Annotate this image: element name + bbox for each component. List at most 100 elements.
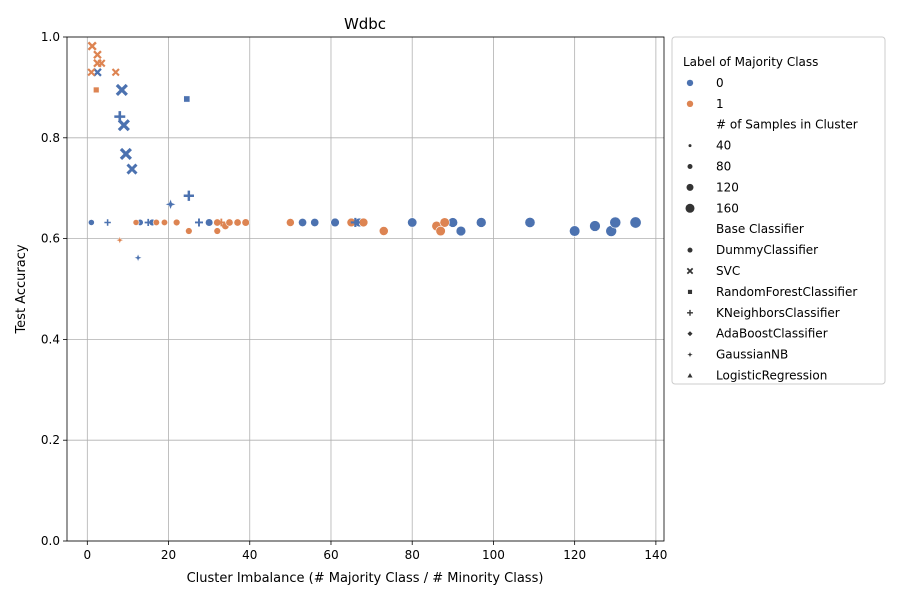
legend: Label of Majority Class 0 1 # of Samples in… <box>671 36 886 385</box>
legend-style-label: GaussianNB <box>716 348 788 362</box>
x-axis-label: Cluster Imbalance (# Majority Class / # … <box>187 571 544 586</box>
data-point <box>310 218 320 227</box>
legend-style-marker <box>686 267 694 275</box>
data-point <box>93 50 102 59</box>
data-points <box>87 41 642 263</box>
data-point <box>213 227 221 235</box>
y-tick-label: 0.2 <box>41 433 60 447</box>
y-axis-ticks: 0.0 0.2 0.4 0.6 0.8 1.0 <box>41 30 67 548</box>
data-point <box>183 190 194 201</box>
data-point <box>350 217 360 228</box>
data-point <box>185 227 193 235</box>
x-tick-label: 100 <box>482 548 505 562</box>
y-axis-label: Test Accuracy <box>14 244 29 334</box>
data-point <box>475 217 487 228</box>
data-point <box>87 219 95 226</box>
data-point <box>115 235 124 245</box>
x-tick-label: 120 <box>563 548 586 562</box>
y-tick-label: 0.8 <box>41 131 60 145</box>
legend-style-label: RandomForestClassifier <box>716 285 857 299</box>
data-point <box>119 147 132 161</box>
data-point <box>114 111 126 123</box>
y-tick-label: 0.4 <box>41 332 60 346</box>
grid-lines <box>67 36 664 542</box>
legend-size-marker <box>685 203 695 213</box>
legend-size-label: 80 <box>716 160 731 174</box>
data-point <box>93 86 100 94</box>
data-point <box>569 225 581 237</box>
data-point <box>629 216 642 229</box>
legend-style-marker <box>686 330 694 338</box>
data-point <box>609 216 622 229</box>
data-point <box>298 218 308 227</box>
data-point <box>205 218 214 227</box>
legend-hue-label: 0 <box>716 76 724 90</box>
data-point <box>97 59 106 68</box>
data-point <box>407 217 418 228</box>
legend-style-label: KNeighborsClassifier <box>716 306 840 320</box>
data-point <box>217 218 226 227</box>
x-tick-label: 60 <box>323 548 338 562</box>
data-point <box>286 218 295 227</box>
x-tick-label: 20 <box>161 548 176 562</box>
legend-size-title: # of Samples in Cluster <box>716 118 858 132</box>
data-point <box>87 68 96 77</box>
x-tick-label: 140 <box>644 548 667 562</box>
data-point <box>160 218 169 227</box>
data-point <box>164 198 177 211</box>
data-point <box>172 218 181 227</box>
legend-hue-marker <box>686 100 694 108</box>
data-point <box>133 253 143 263</box>
data-point <box>126 163 138 175</box>
data-point <box>111 68 120 77</box>
data-point <box>225 218 234 227</box>
data-point <box>233 218 242 227</box>
data-point <box>439 217 450 228</box>
data-point <box>524 217 536 228</box>
data-point <box>152 218 160 227</box>
data-point <box>115 83 128 97</box>
legend-style-marker <box>687 309 693 316</box>
plot-frame <box>66 36 665 542</box>
x-tick-label: 80 <box>405 548 420 562</box>
legend-style-label: LogisticRegression <box>716 369 827 383</box>
legend-style-label: SVC <box>716 264 740 278</box>
y-tick-label: 1.0 <box>41 30 60 44</box>
data-point <box>589 220 601 232</box>
legend-frame <box>671 36 886 385</box>
legend-hue-label: 1 <box>716 97 724 111</box>
data-point <box>132 219 140 226</box>
data-point <box>378 226 389 236</box>
legend-size-marker <box>686 183 694 191</box>
x-tick-label: 40 <box>242 548 257 562</box>
y-tick-label: 0.6 <box>41 232 60 246</box>
legend-style-marker <box>686 371 694 379</box>
data-point <box>455 225 467 237</box>
data-point <box>183 95 191 103</box>
data-point <box>104 219 111 226</box>
x-tick-label: 0 <box>83 548 91 562</box>
data-point <box>330 217 340 228</box>
legend-style-label: DummyClassifier <box>716 243 818 257</box>
legend-size-label: 40 <box>716 139 731 153</box>
legend-size-label: 160 <box>716 201 739 215</box>
data-point <box>87 41 97 51</box>
legend-size-marker <box>688 144 692 148</box>
legend-hue-marker <box>686 79 694 87</box>
data-point <box>144 218 152 227</box>
legend-size-marker <box>687 164 693 169</box>
legend-hue-title: Label of Majority Class <box>683 55 818 69</box>
data-point <box>358 217 369 228</box>
legend-size-label: 120 <box>716 180 739 194</box>
legend-style-marker <box>686 350 694 359</box>
x-axis-ticks: 0 20 40 60 80 100 120 140 <box>83 541 667 562</box>
data-point <box>241 218 250 227</box>
data-point <box>194 218 203 227</box>
legend-style-title: Base Classifier <box>716 222 804 236</box>
legend-style-marker <box>686 247 694 254</box>
data-point <box>435 225 446 237</box>
y-tick-label: 0.0 <box>41 534 60 548</box>
legend-style-label: AdaBoostClassifier <box>716 327 828 341</box>
